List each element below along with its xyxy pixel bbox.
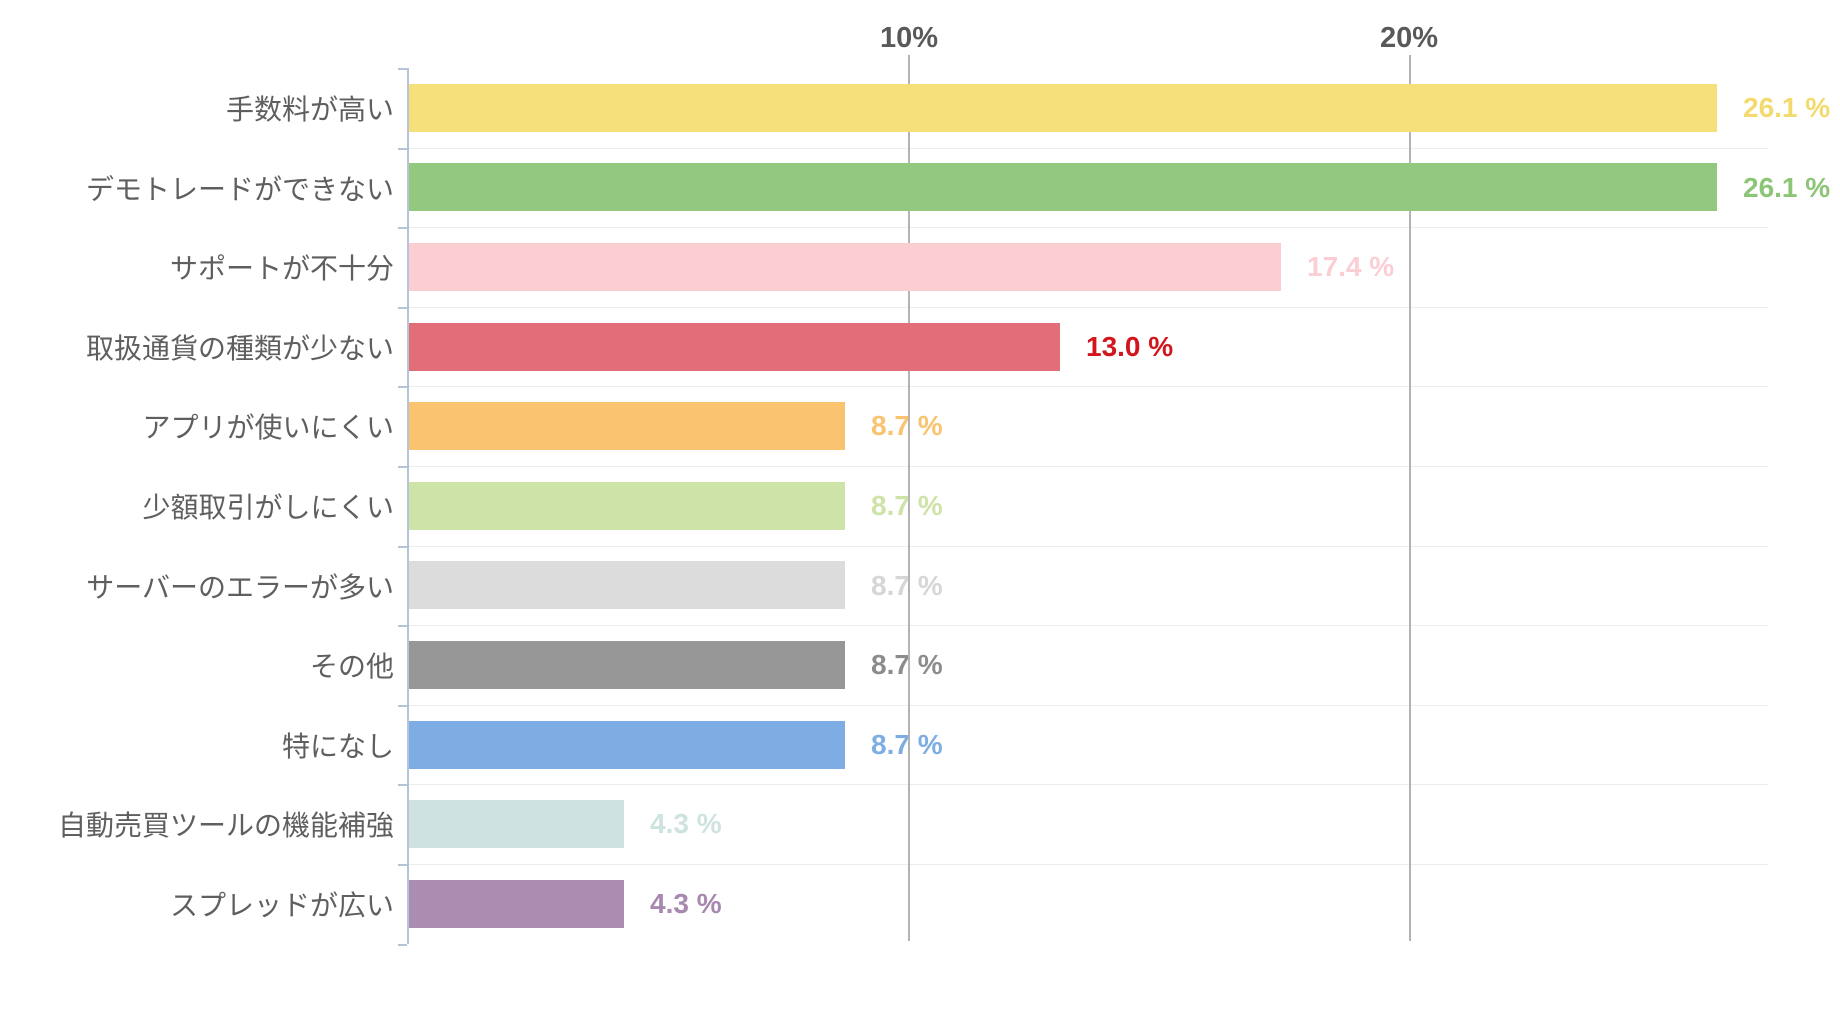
category-label: 取扱通貨の種類が少ない — [85, 333, 394, 364]
row-separator — [407, 148, 1768, 149]
y-axis-tick — [398, 705, 407, 707]
value-label: 17.4 % — [1307, 251, 1395, 282]
row-separator — [407, 705, 1768, 706]
value-label: 13.0 % — [1086, 331, 1174, 362]
category-label: アプリが使いにくい — [142, 412, 394, 443]
value-label: 4.3 % — [650, 888, 722, 919]
value-label: 8.7 % — [871, 649, 943, 680]
value-label: 8.7 % — [871, 490, 943, 521]
bar-3 — [409, 323, 1060, 371]
y-axis-tick — [398, 466, 407, 468]
y-axis-tick — [398, 784, 407, 786]
row-separator — [407, 546, 1768, 547]
value-label: 26.1 % — [1743, 172, 1831, 203]
bar-8 — [409, 721, 845, 769]
y-axis-line — [407, 68, 409, 944]
value-label: 8.7 % — [871, 570, 943, 601]
row-separator — [407, 227, 1768, 228]
category-label: 少額取引がしにくい — [142, 492, 394, 523]
bar-5 — [409, 482, 845, 530]
category-label: 自動売買ツールの機能補強 — [57, 810, 394, 841]
bar-9 — [409, 800, 624, 848]
y-axis-tick — [398, 944, 407, 946]
x-tick-label-10: 10% — [879, 22, 939, 54]
y-axis-tick — [398, 307, 407, 309]
bar-6 — [409, 561, 845, 609]
row-separator — [407, 625, 1768, 626]
value-label: 26.1 % — [1743, 92, 1831, 123]
gridline-10% — [908, 55, 910, 941]
y-axis-tick — [398, 864, 407, 866]
row-separator — [407, 784, 1768, 785]
value-label: 8.7 % — [871, 410, 943, 441]
y-axis-tick — [398, 227, 407, 229]
y-axis-tick — [398, 68, 407, 70]
value-label: 4.3 % — [650, 808, 722, 839]
row-separator — [407, 466, 1768, 467]
bar-10 — [409, 880, 624, 928]
category-label: サポートが不十分 — [169, 253, 394, 284]
category-label: 特になし — [281, 731, 394, 762]
bar-1 — [409, 163, 1717, 211]
y-axis-tick — [398, 625, 407, 627]
y-axis-tick — [398, 386, 407, 388]
category-label: デモトレードができない — [85, 174, 394, 205]
category-label: 手数料が高い — [225, 94, 394, 125]
gridline-20% — [1409, 55, 1411, 941]
bar-7 — [409, 641, 845, 689]
bar-4 — [409, 402, 845, 450]
y-axis-tick — [398, 546, 407, 548]
bar-2 — [409, 243, 1281, 291]
value-label: 8.7 % — [871, 729, 943, 760]
row-separator — [407, 386, 1768, 387]
x-tick-label-20: 20% — [1379, 22, 1439, 54]
y-axis-tick — [398, 148, 407, 150]
category-label: スプレッドが広い — [169, 890, 394, 921]
row-separator — [407, 864, 1768, 865]
row-separator — [407, 307, 1768, 308]
bar-0 — [409, 84, 1717, 132]
category-label: サーバーのエラーが多い — [86, 572, 394, 603]
category-label: その他 — [309, 651, 394, 682]
